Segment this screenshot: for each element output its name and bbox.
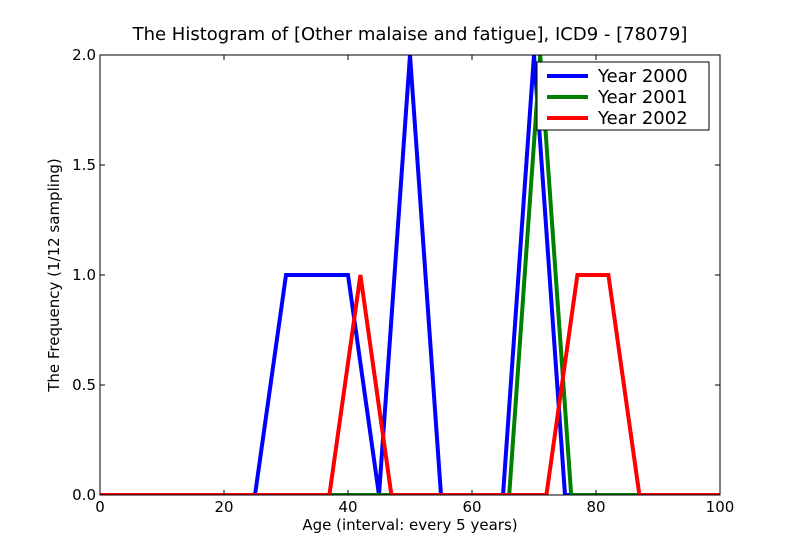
y-tick-label: 1.5: [72, 156, 96, 174]
x-tick-label: 60: [462, 498, 481, 516]
legend-label: Year 2002: [597, 108, 688, 129]
chart-title: The Histogram of [Other malaise and fati…: [132, 24, 688, 45]
x-tick-label: 20: [214, 498, 233, 516]
y-tick-label: 0.0: [72, 486, 96, 504]
x-tick-label: 0: [95, 498, 105, 516]
x-tick-label: 40: [338, 498, 357, 516]
y-tick-label: 0.5: [72, 376, 96, 394]
x-tick-label: 100: [706, 498, 735, 516]
legend-label: Year 2000: [597, 66, 688, 87]
legend-label: Year 2001: [597, 87, 688, 108]
series-line-year-2000: [100, 55, 720, 495]
series-layer: [100, 55, 720, 495]
y-axis-label: The Frequency (1/12 sampling): [45, 158, 63, 393]
y-tick-label: 2.0: [72, 46, 96, 64]
series-line-year-2002: [100, 273, 720, 495]
x-tick-label: 80: [586, 498, 605, 516]
x-axis-label: Age (interval: every 5 years): [302, 516, 517, 534]
plot-frame: [99, 54, 721, 496]
y-tick-label: 1.0: [72, 266, 96, 284]
